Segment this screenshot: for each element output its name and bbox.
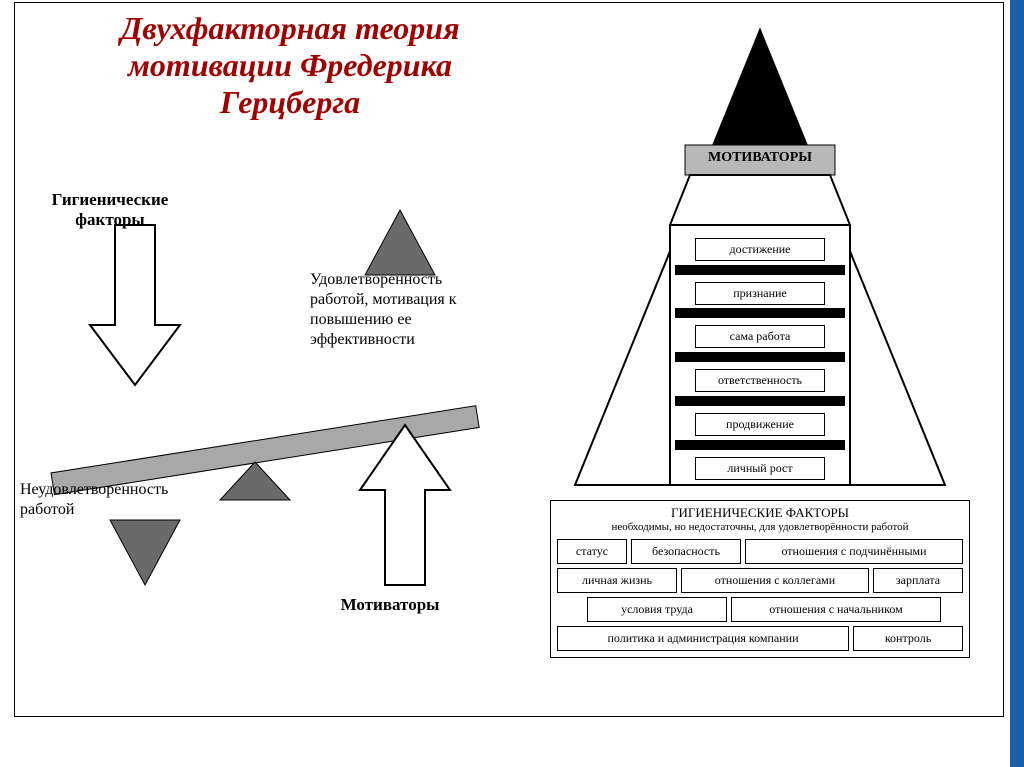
motivators-label: Мотиваторы bbox=[300, 595, 480, 615]
sep-bar-3 bbox=[675, 352, 845, 362]
dissatisfaction-text: Неудовлетворенность работой bbox=[20, 481, 168, 518]
hygiene-subtitle: необходимы, но недостаточны, для удовлет… bbox=[555, 521, 965, 537]
motivator-item-4: продвижение bbox=[695, 413, 825, 436]
seesaw-diagram: Гигиенические факторы Удовлетворенность … bbox=[30, 190, 510, 670]
frame-bottom bbox=[14, 716, 1004, 717]
hygiene-cell-0-0: статус bbox=[557, 539, 627, 564]
hygiene-cell-1-1: отношения с коллегами bbox=[681, 568, 869, 593]
motivator-item-2: сама работа bbox=[695, 325, 825, 348]
hygiene-cell-1-0: личная жизнь bbox=[557, 568, 677, 593]
sep-bar-5 bbox=[675, 440, 845, 450]
right-color-strip bbox=[1010, 0, 1024, 767]
hygiene-cell-0-1: безопасность bbox=[631, 539, 741, 564]
satisfaction-up-triangle bbox=[365, 210, 435, 275]
hygiene-title: ГИГИЕНИЧЕСКИЕ ФАКТОРЫ bbox=[555, 503, 965, 521]
hygiene-row-2: условия труда отношения с начальником bbox=[555, 595, 965, 624]
hygiene-factors-table: ГИГИЕНИЧЕСКИЕ ФАКТОРЫ необходимы, но нед… bbox=[550, 500, 970, 658]
hygiene-factors-text: Гигиенические факторы bbox=[52, 190, 169, 229]
hygiene-row-3: политика и администрация компании контро… bbox=[555, 624, 965, 653]
frame-right bbox=[1003, 2, 1004, 717]
frame-top bbox=[14, 2, 1004, 3]
satisfaction-text: Удовлетворенность работой, мотивация к п… bbox=[310, 271, 457, 348]
motivator-item-1: признание bbox=[695, 282, 825, 305]
dissatisfaction-label: Неудовлетворенность работой bbox=[20, 480, 220, 520]
sep-bar-1 bbox=[675, 265, 845, 275]
hygiene-row-1: личная жизнь отношения с коллегами зарпл… bbox=[555, 566, 965, 595]
hygiene-factors-label: Гигиенические факторы bbox=[25, 190, 195, 230]
sep-bar-4 bbox=[675, 396, 845, 406]
sep-bar-2 bbox=[675, 308, 845, 318]
pyramid-diagram: МОТИВАТОРЫ достижение признание сама раб… bbox=[545, 20, 975, 700]
hygiene-cell-0-2: отношения с подчинёнными bbox=[745, 539, 963, 564]
motivators-text: Мотиваторы bbox=[341, 595, 440, 614]
motivator-item-0: достижение bbox=[695, 238, 825, 261]
hygiene-cell-2-1: отношения с начальником bbox=[731, 597, 941, 622]
seesaw-fulcrum bbox=[220, 462, 290, 500]
hygiene-cell-3-1: контроль bbox=[853, 626, 963, 651]
motivators-up-arrow bbox=[360, 425, 450, 585]
motivators-header-label: МОТИВАТОРЫ bbox=[685, 150, 835, 166]
hygiene-row-0: статус безопасность отношения с подчинён… bbox=[555, 537, 965, 566]
body-trapezoid bbox=[670, 175, 850, 225]
hygiene-cell-2-0: условия труда bbox=[587, 597, 727, 622]
motivator-item-3: ответственность bbox=[695, 369, 825, 392]
motivator-item-5: личный рост bbox=[695, 457, 825, 480]
hygiene-cell-3-0: политика и администрация компании bbox=[557, 626, 849, 651]
satisfaction-label: Удовлетворенность работой, мотивация к п… bbox=[310, 270, 520, 350]
page-title: Двухфакторная теория мотивации Фредерика… bbox=[60, 10, 520, 120]
hygiene-down-arrow bbox=[90, 225, 180, 385]
hygiene-cell-1-2: зарплата bbox=[873, 568, 963, 593]
frame-left bbox=[14, 2, 15, 717]
dissatisfaction-down-triangle bbox=[110, 520, 180, 585]
